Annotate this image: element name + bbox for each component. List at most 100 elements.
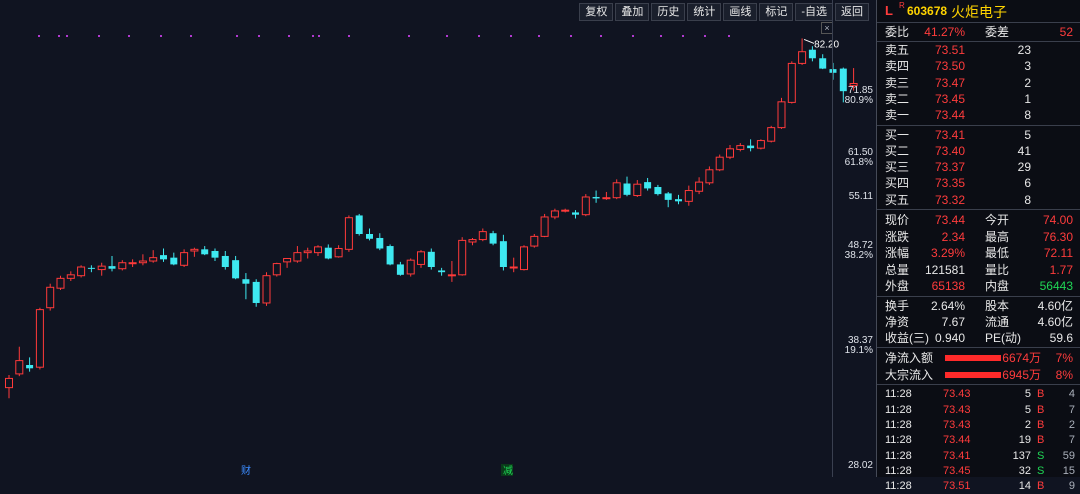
sell-level[interactable]: 卖五 73.51 23	[877, 42, 1080, 58]
candle	[767, 125, 776, 143]
candle	[262, 272, 271, 306]
financial-report-marker[interactable]: 财	[241, 464, 251, 477]
tick-side: B	[1037, 434, 1045, 447]
candle	[77, 265, 86, 278]
tick-count: 7	[1068, 434, 1075, 447]
quote-label: 外盘	[885, 279, 910, 293]
fund-flow-row[interactable]: 大宗流入 6945万 8%	[877, 367, 1080, 383]
candle	[695, 177, 704, 195]
tick-time: 11:28	[885, 403, 912, 416]
tick-row: 11:28 73.44 19 B 7	[877, 433, 1080, 448]
sell-level[interactable]: 卖四 73.50 3	[877, 58, 1080, 74]
buy-level[interactable]: 买四 73.35 6	[877, 175, 1080, 191]
diff-label: 委差	[985, 25, 1010, 39]
reduction-marker[interactable]: 减	[503, 465, 513, 477]
candle	[108, 255, 116, 272]
quote-value: 76.30	[1042, 229, 1073, 244]
stat-label: 流通	[985, 314, 1010, 329]
quote-label: 最高	[985, 229, 1010, 244]
toolbar-button[interactable]: 标记	[759, 3, 794, 21]
kline-chart[interactable]: 82.20 财减 复权 叠加 历史 统计 画线 标记 -自选 返回 × 71.85 80.9% 61…	[0, 0, 875, 477]
price-tick-label: 28.02	[847, 460, 873, 471]
buy-level[interactable]: 买三 73.37 29	[877, 159, 1080, 175]
level-volume: 3	[1024, 59, 1031, 74]
order-ratio-row: 委比 41.27% 委差 52	[877, 24, 1080, 40]
event-dot	[288, 35, 290, 37]
candle	[66, 271, 75, 282]
toolbar-button[interactable]: 叠加	[615, 3, 650, 21]
quote-row: 总量 121581 量比 1.77	[877, 262, 1080, 278]
toolbar-button[interactable]: 历史	[651, 3, 686, 21]
candle	[540, 213, 549, 238]
quote-value: 3.29%	[930, 246, 965, 260]
candle	[499, 234, 507, 271]
flow-bar	[945, 355, 1001, 362]
fib-pct-label: 80.9%	[844, 95, 873, 106]
candle	[561, 208, 570, 213]
buy-level[interactable]: 买二 73.40 41	[877, 143, 1080, 159]
candle	[396, 261, 404, 276]
toolbar-button[interactable]: 复权	[579, 3, 614, 21]
tick-price: 73.45	[943, 464, 971, 477]
quote-value: 2.34	[941, 229, 965, 244]
level-volume: 23	[1017, 43, 1031, 57]
quote-label: 今开	[985, 213, 1010, 227]
tick-row: 11:28 73.43 2 B 2	[877, 418, 1080, 433]
candle	[819, 54, 827, 70]
candle	[252, 279, 260, 307]
toolbar-button[interactable]: -自选	[795, 3, 833, 21]
candle	[705, 166, 714, 185]
candle	[664, 191, 672, 208]
candle	[149, 250, 158, 263]
sell-level[interactable]: 卖二 73.45 1	[877, 91, 1080, 107]
quote-label: 总量	[885, 262, 910, 277]
buy-level[interactable]: 买五 73.32 8	[877, 192, 1080, 208]
candle	[201, 246, 209, 256]
fund-flow-row[interactable]: 净流入额 6674万 7%	[877, 350, 1080, 366]
quote-value: 56443	[1039, 279, 1073, 293]
level-label: 买一	[885, 127, 910, 142]
tick-count: 7	[1068, 403, 1075, 416]
price-tick-label: 55.11	[848, 190, 873, 202]
tick-price: 73.41	[943, 449, 971, 462]
event-dot	[478, 35, 480, 37]
level-price: 73.44	[934, 108, 965, 123]
toolbar-button[interactable]: 统计	[687, 3, 722, 21]
high-price-label: 82.20	[814, 39, 839, 50]
divider	[877, 124, 1080, 126]
tick-row: 11:28 73.43 5 B 7	[877, 403, 1080, 418]
candle	[550, 208, 559, 220]
quote-row: 现价 73.44 今开 74.00	[877, 212, 1080, 228]
stat-label: 股本	[985, 298, 1010, 313]
tick-side: B	[1037, 388, 1045, 401]
candle	[644, 177, 652, 191]
flow-pct: 7%	[1055, 351, 1073, 366]
r-badge: R	[899, 1, 905, 10]
stock-name[interactable]: 火炬电子	[951, 4, 1007, 20]
candle	[654, 184, 662, 196]
tick-side: B	[1037, 480, 1045, 493]
level-volume: 2	[1024, 75, 1031, 90]
candle	[314, 245, 322, 256]
candle	[344, 215, 353, 252]
candle	[180, 249, 189, 267]
divider	[877, 384, 1080, 386]
tick-volume: 32	[1018, 464, 1031, 477]
tick-time: 11:28	[885, 480, 912, 493]
buy-level[interactable]: 买一 73.41 5	[877, 127, 1080, 143]
tick-price: 73.43	[943, 419, 971, 431]
candlestick-plot[interactable]: 82.20 财 减	[0, 0, 875, 477]
tick-volume: 5	[1024, 403, 1031, 416]
sell-level[interactable]: 卖三 73.47 2	[877, 75, 1080, 91]
sell-level[interactable]: 卖一 73.44 8	[877, 107, 1080, 123]
flow-label: 大宗流入	[885, 367, 934, 382]
toolbar-button[interactable]: 返回	[835, 3, 869, 21]
candle	[787, 61, 796, 104]
candle	[756, 139, 765, 150]
quote-label: 现价	[885, 213, 910, 227]
event-dot	[704, 35, 706, 37]
candle	[190, 247, 199, 257]
toolbar-button[interactable]: 画线	[723, 3, 758, 21]
candle	[530, 233, 539, 248]
candle	[427, 248, 435, 270]
